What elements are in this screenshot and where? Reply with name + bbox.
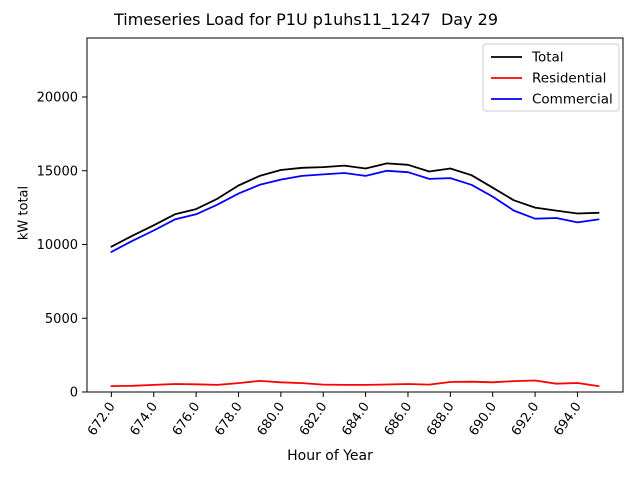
x-tick-label: 694.0 xyxy=(551,400,585,439)
legend-label-total: Total xyxy=(531,50,564,66)
series-line-residential xyxy=(110,379,600,388)
x-tick-label: 676.0 xyxy=(170,400,204,439)
x-tick-label: 672.0 xyxy=(85,400,119,439)
y-tick-label: 5000 xyxy=(45,312,78,327)
x-axis-label: Hour of Year xyxy=(287,448,373,464)
x-tick-label: 678.0 xyxy=(212,400,246,439)
x-tick-label: 674.0 xyxy=(127,400,161,439)
y-tick-label: 15000 xyxy=(37,164,78,179)
y-tick-label: 0 xyxy=(70,386,78,401)
plot-frame xyxy=(86,37,624,393)
x-tick-label: 692.0 xyxy=(509,400,543,439)
series-line-total xyxy=(110,162,600,248)
x-tick-label: 682.0 xyxy=(297,400,331,439)
y-tick-label: 20000 xyxy=(37,91,78,106)
x-tick-label: 688.0 xyxy=(424,400,458,439)
chart-title: Timeseries Load for P1U p1uhs11_1247 Day… xyxy=(113,10,499,29)
y-axis-label: kW total xyxy=(16,185,32,241)
x-tick-label: 686.0 xyxy=(382,400,416,439)
y-tick-label: 10000 xyxy=(37,238,78,253)
legend-label-residential: Residential xyxy=(532,71,606,87)
legend-label-commercial: Commercial xyxy=(532,92,613,108)
series-line-commercial xyxy=(110,169,600,253)
legend-box xyxy=(482,43,620,112)
x-tick-label: 684.0 xyxy=(339,400,373,439)
x-tick-label: 680.0 xyxy=(254,400,288,439)
x-tick-label: 690.0 xyxy=(466,400,500,439)
